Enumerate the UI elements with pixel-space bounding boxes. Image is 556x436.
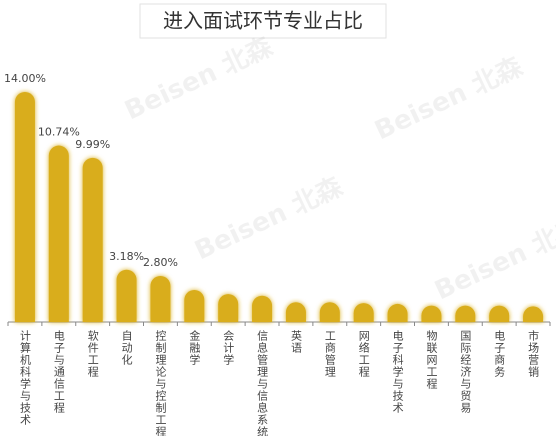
bar: [184, 289, 205, 322]
x-tick-label: 控制理论与控制工程: [154, 329, 167, 436]
value-label: 9.99%: [75, 138, 110, 151]
x-tick-label: 国际经济与贸易: [459, 330, 472, 414]
bar: [82, 157, 103, 322]
x-tick-label: 电子商务: [493, 330, 506, 378]
bar: [218, 294, 239, 322]
watermark: Beisen 北森: [430, 212, 556, 307]
x-tick-label: 物联网工程: [425, 329, 438, 390]
bar: [252, 295, 273, 322]
bar: [116, 269, 137, 322]
value-label: 14.00%: [4, 72, 46, 85]
x-tick-label: 市场营销: [527, 329, 540, 378]
watermark: Beisen 北森: [370, 52, 528, 147]
x-tick-label: 工商管理: [323, 330, 336, 378]
x-tick-label: 电子科学与技术: [391, 330, 404, 414]
x-tick-label: 计算机科学与技术: [18, 330, 31, 426]
value-label: 10.74%: [38, 126, 80, 139]
x-tick-label: 英语: [289, 329, 302, 354]
watermark: Beisen 北森: [120, 32, 278, 127]
chart-title: 进入面试环节专业占比: [163, 9, 363, 33]
x-tick-label: 软件工程: [86, 329, 99, 378]
title-frame: [139, 3, 387, 39]
x-tick-label: 网络工程: [357, 330, 370, 378]
x-tick-label: 金融学: [188, 329, 201, 366]
bar: [48, 145, 69, 322]
bar: [319, 302, 340, 322]
value-label: 3.18%: [109, 250, 144, 263]
bar: [387, 303, 408, 322]
bar: [14, 92, 35, 322]
watermark: Beisen 北森: [190, 172, 348, 267]
x-tick-label: 会计学: [222, 330, 235, 366]
x-tick-label: 信息管理与信息系统: [256, 330, 269, 436]
value-label: 2.80%: [143, 256, 178, 269]
x-tick-label: 自动化: [120, 330, 133, 366]
bar: [150, 276, 171, 322]
bar: [285, 302, 306, 322]
x-tick-label: 电子与通信工程: [52, 330, 65, 414]
bar: [489, 305, 510, 322]
bar: [523, 306, 544, 322]
bar: [353, 303, 374, 322]
bar: [455, 305, 476, 322]
bar: [421, 305, 442, 322]
